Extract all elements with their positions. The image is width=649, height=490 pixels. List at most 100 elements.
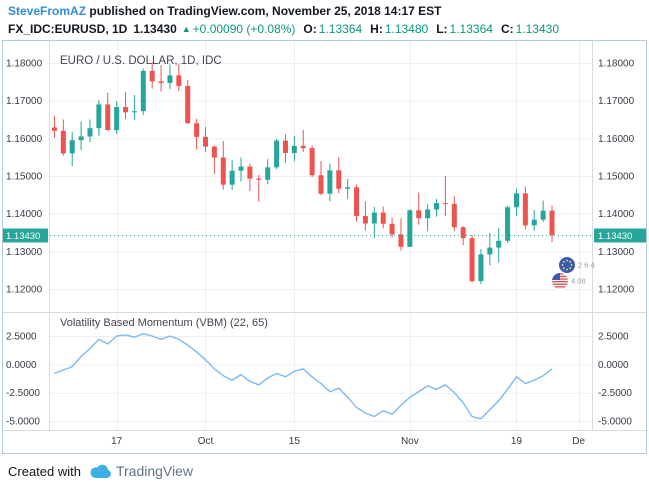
svg-text:0.0000: 0.0000 <box>598 360 629 371</box>
price-axis-labels: 1.18000 1.18000 1.17000 1.17000 1.16000 1.160… <box>6 58 635 427</box>
svg-text:2.5000: 2.5000 <box>6 331 37 342</box>
candle <box>522 193 528 226</box>
up-arrow-icon: ▲ <box>181 24 191 34</box>
candle-series <box>51 62 555 285</box>
candle <box>478 254 484 282</box>
candle <box>318 175 324 194</box>
svg-text:-5.0000: -5.0000 <box>598 417 632 428</box>
candle <box>194 123 200 137</box>
candle <box>220 157 226 185</box>
svg-text:1.17000: 1.17000 <box>6 96 43 107</box>
svg-text:-2.5000: -2.5000 <box>598 388 632 399</box>
candle <box>469 238 475 282</box>
chart-snapshot: 1.18000 1.18000 1.17000 1.17000 1.16000 1.160… <box>2 40 647 454</box>
high-label: H: <box>370 22 383 36</box>
chart-canvas: 1.18000 1.18000 1.17000 1.17000 1.16000 1.160… <box>2 40 647 454</box>
candle <box>96 104 102 129</box>
svg-text:1.13430: 1.13430 <box>598 231 632 242</box>
candle <box>247 166 253 179</box>
svg-text:0.0000: 0.0000 <box>6 360 37 371</box>
candle <box>300 145 306 149</box>
high-value: 1.13480 <box>384 22 429 36</box>
svg-text:Nov: Nov <box>401 436 419 447</box>
candle <box>105 104 111 131</box>
candle <box>238 166 244 171</box>
candle <box>167 75 173 83</box>
candle <box>256 178 262 180</box>
candle <box>407 210 413 247</box>
open-label: O: <box>303 22 317 36</box>
candle <box>291 145 297 154</box>
candle <box>149 70 155 82</box>
candle <box>354 187 360 216</box>
candle <box>389 223 395 235</box>
candle <box>265 167 271 180</box>
svg-text:1.13000: 1.13000 <box>6 247 43 258</box>
candle <box>549 210 555 236</box>
candle <box>531 219 537 226</box>
candle <box>451 203 457 228</box>
svg-text:19: 19 <box>511 436 523 447</box>
close-value: 1.13430 <box>515 22 559 36</box>
candle <box>78 136 84 141</box>
svg-text:1.16000: 1.16000 <box>6 134 43 145</box>
event-count-eu: 2 6 4 <box>578 261 595 270</box>
candle <box>185 85 191 124</box>
candle <box>202 136 208 147</box>
candle <box>371 212 377 224</box>
svg-text:-2.5000: -2.5000 <box>6 388 40 399</box>
candle <box>540 210 546 220</box>
candle <box>425 209 431 219</box>
candle <box>131 111 137 113</box>
svg-text:1.12000: 1.12000 <box>6 285 43 296</box>
us-flag-icon: 4 08 <box>551 272 586 290</box>
candle <box>309 148 315 176</box>
price-change: +0.00090 (+0.08%) <box>192 22 296 36</box>
symbol-info-bar: FX_IDC:EURUSD, 1D 1.13430 ▲ +0.00090 (+0.08… <box>8 22 559 36</box>
svg-text:-5.0000: -5.0000 <box>6 417 40 428</box>
candle <box>158 81 164 83</box>
publish-info: SteveFromAZ published on TradingView.com… <box>8 4 441 18</box>
svg-text:De: De <box>572 436 585 447</box>
low-value: 1.13364 <box>449 22 493 36</box>
svg-text:1.13000: 1.13000 <box>598 247 635 258</box>
candle <box>416 210 422 219</box>
candle <box>460 227 466 239</box>
svg-text:1.17000: 1.17000 <box>598 96 635 107</box>
candle <box>229 170 235 185</box>
candle <box>176 75 182 86</box>
open-value: 1.13364 <box>318 22 363 36</box>
last-price-value: 1.13430 <box>133 22 177 36</box>
candle <box>434 203 440 210</box>
candle <box>380 212 386 224</box>
candle <box>327 170 333 194</box>
candle <box>274 140 280 168</box>
candle <box>505 207 511 241</box>
candle <box>211 146 217 158</box>
candle <box>87 128 93 137</box>
tradingview-logo-icon <box>90 464 111 478</box>
economic-event-markers: 2 6 4 4 08 <box>551 256 595 290</box>
svg-text:2.5000: 2.5000 <box>598 331 629 342</box>
candle <box>51 127 57 131</box>
svg-text:1.18000: 1.18000 <box>6 58 43 69</box>
candle <box>69 140 75 154</box>
svg-text:1.18000: 1.18000 <box>598 58 635 69</box>
svg-text:1.15000: 1.15000 <box>6 172 43 183</box>
tradingview-brand-link[interactable]: TradingView <box>115 463 194 479</box>
svg-text:1.14000: 1.14000 <box>598 209 635 220</box>
close-label: C: <box>500 22 514 36</box>
gridlines <box>50 40 592 430</box>
author-link[interactable]: SteveFromAZ <box>8 4 87 18</box>
last-price-badge: 1.13430 1.13430 <box>2 228 647 243</box>
svg-text:1.13430: 1.13430 <box>6 231 40 242</box>
candle <box>114 107 120 131</box>
publish-text: published on TradingView.com, November 2… <box>86 4 442 18</box>
eu-flag-icon: 2 6 4 <box>558 256 595 274</box>
candle <box>282 140 288 154</box>
candle <box>345 187 351 189</box>
candle <box>140 70 146 112</box>
created-with-text: Created with <box>8 463 81 479</box>
candle <box>60 130 66 154</box>
low-label: L: <box>436 22 448 36</box>
